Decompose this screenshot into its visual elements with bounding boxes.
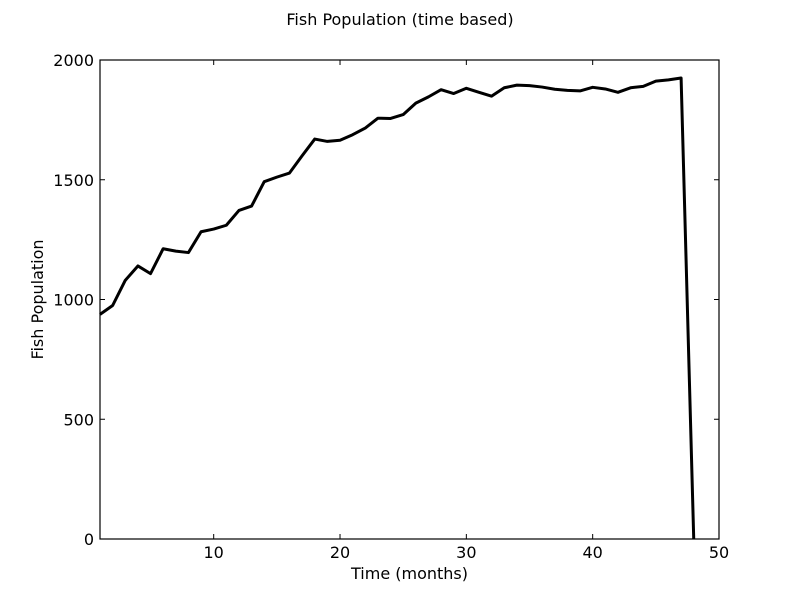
y-axis-label: Fish Population (28, 239, 47, 359)
x-tick-label: 10 (204, 543, 224, 562)
x-axis-label: Time (months) (350, 564, 468, 583)
x-tick-label: 50 (709, 543, 729, 562)
x-tick-label: 40 (582, 543, 602, 562)
y-tick-label: 0 (84, 530, 94, 549)
axis-ticks (100, 59, 720, 540)
x-tick-label: 30 (456, 543, 476, 562)
chart-title: Fish Population (time based) (286, 10, 513, 29)
series-line (99, 76, 696, 540)
plot-area (99, 59, 720, 540)
y-tick-label: 1500 (53, 171, 94, 190)
y-tick-label: 2000 (53, 51, 94, 70)
y-tick-label: 1000 (53, 291, 94, 310)
y-tick-label: 500 (63, 410, 94, 429)
x-tick-label: 20 (330, 543, 350, 562)
